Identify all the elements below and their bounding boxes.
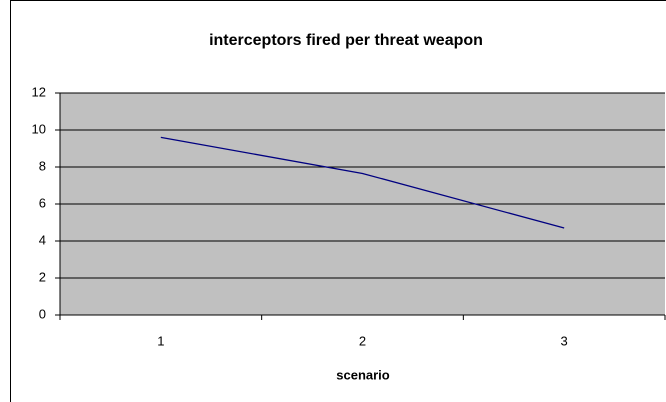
chart-title: interceptors fired per threat weapon bbox=[209, 32, 483, 49]
y-tick-label: 4 bbox=[39, 232, 46, 247]
y-tick-label: 8 bbox=[39, 158, 46, 173]
x-tick-label: 2 bbox=[359, 333, 366, 348]
y-tick-label: 2 bbox=[39, 269, 46, 284]
x-tick-label: 1 bbox=[157, 333, 164, 348]
x-axis-label: scenario bbox=[336, 367, 390, 382]
y-tick-label: 0 bbox=[39, 306, 46, 321]
line-series bbox=[160, 136, 565, 229]
x-tick-label: 3 bbox=[561, 333, 568, 348]
y-tick-label: 10 bbox=[32, 121, 46, 136]
y-tick-label: 6 bbox=[39, 195, 46, 210]
y-tick-label: 12 bbox=[32, 84, 46, 99]
